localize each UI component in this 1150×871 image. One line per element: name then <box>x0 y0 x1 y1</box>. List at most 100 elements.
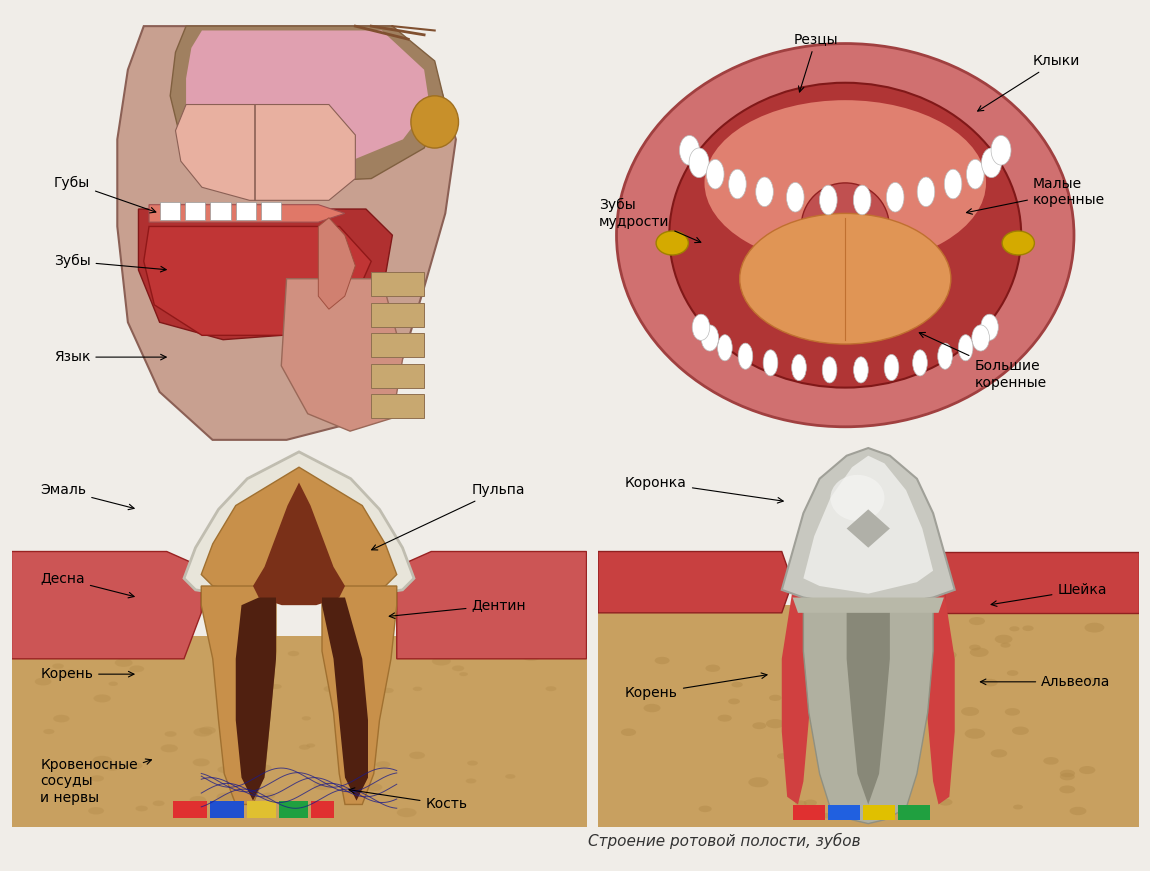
Ellipse shape <box>874 652 895 663</box>
Ellipse shape <box>545 686 557 692</box>
Polygon shape <box>804 590 933 824</box>
Ellipse shape <box>938 799 952 806</box>
Text: Клыки: Клыки <box>978 54 1080 111</box>
Text: Кость: Кость <box>348 787 468 812</box>
Ellipse shape <box>345 662 354 666</box>
Bar <box>247 800 276 818</box>
Ellipse shape <box>363 726 373 730</box>
Text: Малые
коренные: Малые коренные <box>966 177 1105 214</box>
Bar <box>172 800 207 818</box>
Ellipse shape <box>777 753 789 759</box>
Polygon shape <box>322 586 397 805</box>
Ellipse shape <box>164 731 177 737</box>
Ellipse shape <box>995 635 1012 644</box>
Ellipse shape <box>53 715 69 722</box>
Ellipse shape <box>225 655 243 663</box>
Ellipse shape <box>853 357 868 383</box>
Ellipse shape <box>669 83 1021 388</box>
Ellipse shape <box>1070 807 1087 815</box>
Ellipse shape <box>62 670 78 677</box>
Ellipse shape <box>729 169 746 199</box>
Polygon shape <box>186 30 429 165</box>
Ellipse shape <box>981 314 998 341</box>
Ellipse shape <box>965 728 986 739</box>
Ellipse shape <box>306 744 315 747</box>
Bar <box>160 202 179 220</box>
Ellipse shape <box>91 775 103 781</box>
Ellipse shape <box>752 722 766 729</box>
Ellipse shape <box>1013 805 1024 809</box>
Ellipse shape <box>918 177 935 206</box>
Ellipse shape <box>848 738 867 748</box>
Ellipse shape <box>958 334 973 361</box>
Ellipse shape <box>52 664 64 669</box>
Ellipse shape <box>749 777 768 787</box>
Ellipse shape <box>728 699 739 705</box>
Ellipse shape <box>821 813 833 819</box>
Ellipse shape <box>323 685 338 692</box>
Ellipse shape <box>795 800 806 807</box>
Ellipse shape <box>190 796 206 804</box>
Ellipse shape <box>301 716 310 720</box>
Bar <box>310 800 333 818</box>
Text: Шейка: Шейка <box>991 583 1107 606</box>
Ellipse shape <box>92 756 112 765</box>
Ellipse shape <box>313 781 333 790</box>
Ellipse shape <box>791 354 806 381</box>
Ellipse shape <box>961 707 979 716</box>
Polygon shape <box>201 586 276 805</box>
Bar <box>371 364 424 388</box>
Ellipse shape <box>236 659 245 664</box>
Polygon shape <box>804 456 933 594</box>
Ellipse shape <box>1060 773 1075 780</box>
Polygon shape <box>922 590 954 805</box>
Ellipse shape <box>731 682 743 687</box>
Bar <box>371 334 424 357</box>
Ellipse shape <box>1010 626 1020 631</box>
Bar <box>185 202 205 220</box>
Bar <box>862 805 896 820</box>
Ellipse shape <box>1084 678 1095 683</box>
Ellipse shape <box>1079 766 1095 774</box>
Ellipse shape <box>990 749 1007 758</box>
Ellipse shape <box>616 44 1074 427</box>
Ellipse shape <box>34 678 52 685</box>
Bar <box>371 273 424 296</box>
Ellipse shape <box>884 354 899 381</box>
Ellipse shape <box>89 807 104 814</box>
Ellipse shape <box>818 722 836 732</box>
Text: Резцы: Резцы <box>793 32 838 92</box>
Text: Зубы: Зубы <box>54 254 167 272</box>
Ellipse shape <box>294 805 306 810</box>
Ellipse shape <box>756 177 773 206</box>
Ellipse shape <box>1022 625 1034 631</box>
Ellipse shape <box>376 761 390 768</box>
Ellipse shape <box>705 665 720 672</box>
Polygon shape <box>782 590 814 805</box>
Ellipse shape <box>261 793 275 800</box>
Ellipse shape <box>1007 670 1019 676</box>
Ellipse shape <box>179 807 196 814</box>
Ellipse shape <box>358 760 368 764</box>
Ellipse shape <box>969 648 989 657</box>
Polygon shape <box>322 598 368 800</box>
Ellipse shape <box>44 729 54 734</box>
Ellipse shape <box>1012 726 1029 735</box>
Ellipse shape <box>937 739 952 746</box>
Ellipse shape <box>505 774 515 779</box>
Ellipse shape <box>849 645 860 651</box>
Ellipse shape <box>1005 708 1020 716</box>
Ellipse shape <box>193 759 209 766</box>
Ellipse shape <box>820 186 837 215</box>
Ellipse shape <box>766 719 784 728</box>
Ellipse shape <box>459 672 468 676</box>
Ellipse shape <box>969 645 981 651</box>
Ellipse shape <box>106 765 118 771</box>
Bar <box>371 395 424 418</box>
Bar <box>898 805 930 820</box>
Bar <box>371 303 424 327</box>
Ellipse shape <box>705 100 986 266</box>
Ellipse shape <box>787 182 804 212</box>
Text: Строение ротовой полости, зубов: Строение ротовой полости, зубов <box>588 833 861 849</box>
Ellipse shape <box>739 213 951 344</box>
